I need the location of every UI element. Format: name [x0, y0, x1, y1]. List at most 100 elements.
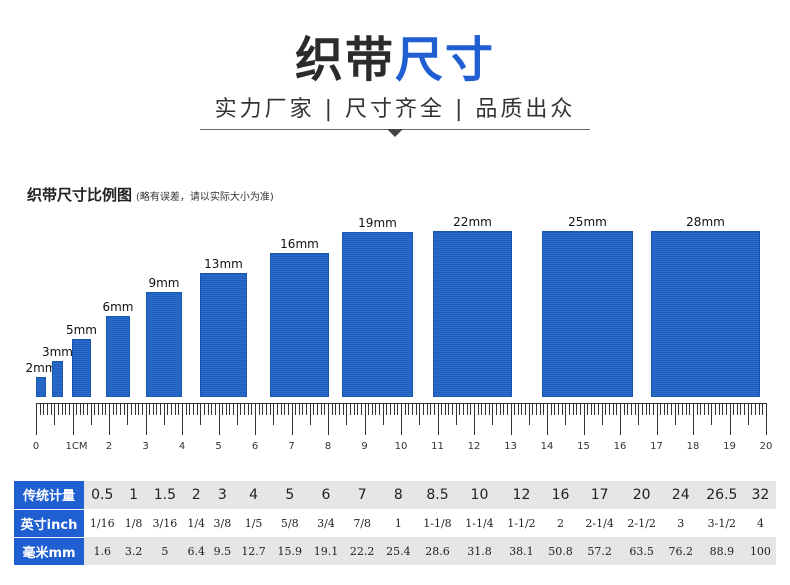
ruler-tick: [733, 403, 735, 415]
ruler-tick: [576, 403, 578, 415]
ruler-tick: [328, 403, 329, 435]
table-cell: 63.5: [620, 537, 663, 565]
ruler-tick: [306, 403, 308, 415]
table-cell: 17: [578, 481, 621, 509]
ruler-tick: [488, 403, 490, 415]
ruler-tick: [276, 403, 278, 415]
ruler-tick: [101, 403, 103, 415]
ruler-tick: [233, 403, 235, 415]
ruler-label: 11: [431, 441, 444, 452]
ribbon-label: 13mm: [204, 257, 243, 271]
ribbon-sample: [146, 292, 182, 397]
ruler-tick: [273, 403, 275, 425]
ruler-tick: [623, 403, 625, 415]
ruler-label: 12: [467, 441, 481, 452]
table-cell: 1/4: [183, 509, 210, 537]
ruler-tick: [437, 403, 439, 435]
ruler-tick: [514, 403, 516, 415]
ruler-tick: [397, 403, 399, 415]
ruler-tick: [620, 403, 621, 435]
ruler-tick: [561, 403, 563, 415]
ruler-label: 4: [178, 441, 186, 452]
table-cell: 7: [344, 481, 381, 509]
ruler-tick: [127, 403, 129, 425]
ruler-tick: [484, 403, 486, 415]
ribbon-label: 5mm: [65, 323, 97, 337]
ruler-tick: [426, 403, 428, 415]
ruler-tick: [54, 403, 56, 425]
ruler-tick: [492, 403, 494, 425]
ruler-tick: [682, 403, 684, 415]
ruler-tick: [525, 403, 527, 415]
table-row: 毫米mm 1.6 3.2 5 6.4 9.5 12.7 15.9 19.1 22.2 25.4 28.…: [14, 537, 776, 566]
ruler-tick: [656, 403, 658, 435]
ruler-tick: [766, 403, 767, 435]
ruler-tick: [79, 403, 81, 415]
ruler-label: 15: [577, 441, 590, 452]
table-cell: 100: [744, 537, 776, 565]
table-cell: 3.2: [120, 537, 147, 565]
page-subtitle: 实力厂家 | 尺寸齐全 | 品质出众: [214, 97, 576, 122]
ruler-tick: [251, 403, 253, 415]
ruler-tick: [324, 403, 326, 415]
ruler-tick: [707, 403, 709, 415]
table-cell: 38.1: [500, 537, 543, 565]
table-cell: 1/16: [84, 509, 121, 537]
ribbon-sample: [542, 231, 633, 397]
table-cell: 12: [500, 481, 543, 509]
page-title-part1: 织带: [294, 32, 395, 88]
table-row: 传统计量 0.5 1 1.5 2 3 4 5 6 7 8 8.5 10 12 16 17 20 24 26.5 32: [14, 481, 776, 510]
ruler-tick: [192, 403, 194, 415]
ruler-tick: [222, 403, 224, 415]
ruler-label: 2: [105, 441, 113, 452]
table-cell: 19.1: [307, 537, 345, 565]
ribbon-label: 19mm: [358, 216, 397, 230]
ruler-tick: [163, 403, 165, 425]
ruler-tick: [517, 403, 519, 415]
ruler-tick: [459, 403, 461, 415]
ruler-tick: [674, 403, 676, 425]
ruler-tick: [145, 403, 147, 435]
table-cell: 1/5: [235, 509, 272, 537]
chart-title-text: 织带尺寸比例图: [27, 186, 133, 204]
ruler-tick: [371, 403, 373, 415]
ribbon-sample: [270, 253, 329, 397]
ruler-label: 16: [613, 441, 627, 452]
ruler-tick: [609, 403, 611, 415]
ribbon-label: 9mm: [148, 276, 180, 290]
page-title: 织带尺寸: [0, 30, 790, 90]
ruler-tick: [156, 403, 158, 415]
ruler-tick: [284, 403, 286, 415]
table-cell: 9.5: [209, 537, 236, 565]
page-title-part2: 尺寸: [395, 32, 496, 88]
ruler-tick: [744, 403, 746, 415]
table-cell: 1-1/2: [500, 509, 543, 537]
table-cell: 1-1/8: [416, 509, 459, 537]
ruler-tick: [390, 403, 392, 415]
ruler-tick: [547, 403, 548, 435]
ruler-tick: [185, 403, 187, 415]
table-cell: 88.9: [698, 537, 745, 565]
ruler-tick: [663, 403, 665, 415]
ruler-tick: [528, 403, 530, 425]
ruler-tick: [419, 403, 421, 425]
ribbon-sample: [72, 339, 91, 397]
ribbon-label: 25mm: [568, 215, 607, 229]
table-cell: 76.2: [662, 537, 699, 565]
ruler-tick: [130, 403, 132, 415]
table-cell: 4: [744, 509, 776, 537]
ruler-tick: [349, 403, 351, 415]
ruler-tick: [50, 403, 52, 415]
ribbon-label: 16mm: [280, 237, 319, 251]
table-cell: 3-1/2: [698, 509, 745, 537]
ruler-tick: [280, 403, 282, 415]
ruler-tick: [557, 403, 559, 415]
ruler-label: 18: [686, 441, 700, 452]
ruler-tick: [598, 403, 600, 415]
ruler-tick: [36, 403, 37, 435]
ruler-tick: [171, 403, 173, 415]
table-cell: 3/8: [209, 509, 236, 537]
ruler-tick: [313, 403, 315, 415]
ruler-tick: [240, 403, 242, 415]
table-cell: 3: [662, 509, 699, 537]
